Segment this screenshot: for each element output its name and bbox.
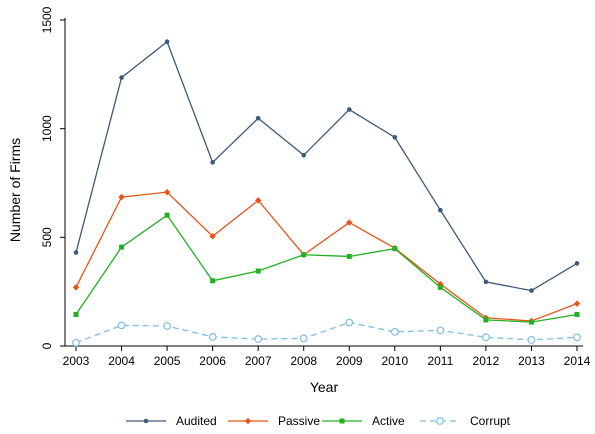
point-audited [392,135,398,140]
series-corrupt [72,318,581,347]
point-active [528,319,534,325]
legend-swatch-marker [244,417,252,425]
point-active [73,311,79,317]
point-audited [346,107,352,112]
point-active [164,212,170,218]
x-tick-label: 2006 [199,354,226,368]
point-active [301,252,307,258]
point-active [392,246,398,252]
point-audited [483,279,489,285]
series-audited [73,39,580,293]
point-corrupt [254,335,263,343]
point-active [574,311,580,317]
point-active [346,253,352,259]
point-corrupt [72,338,80,347]
legend-item-active: Active [322,414,405,428]
point-active [437,284,443,290]
legend-swatch-marker [339,418,345,424]
point-corrupt [436,326,445,335]
point-audited [210,160,215,165]
x-tick-label: 2007 [245,354,272,368]
point-corrupt [345,318,354,327]
point-passive [573,300,581,307]
point-corrupt [482,333,490,342]
point-corrupt [208,332,217,341]
legend-swatch-marker [436,417,444,425]
x-axis-title: Year [310,379,339,395]
point-audited [255,115,261,121]
y-tick-label: 500 [40,227,54,247]
series-line-active [75,214,578,323]
point-passive [118,193,125,201]
x-tick-label: 2011 [427,354,453,368]
legend-label-audited: Audited [176,414,217,428]
point-passive [254,197,262,204]
point-corrupt [573,333,581,342]
point-audited [119,75,124,80]
y-tick-label: 1000 [40,115,54,142]
axes: 0 500 1000 1500 2003 2004 2005 2006 2007 2008 2009… [40,6,591,368]
point-audited [164,39,170,45]
series-group [72,39,581,347]
y-axis-title: Number of Firms [7,138,23,242]
point-passive [72,284,80,291]
x-tick-label: 2009 [336,354,363,368]
x-tick-label: 2005 [154,354,181,368]
legend: Audited Passive Active Corrupt [126,414,511,428]
y-tick-label: 1500 [40,6,54,33]
point-corrupt [117,321,126,330]
x-tick-label: 2010 [381,354,408,368]
legend-item-audited: Audited [126,414,217,428]
point-active [210,278,216,284]
point-audited [529,288,534,293]
x-tick-label: 2004 [108,354,135,368]
x-tick-label: 2008 [290,354,317,368]
point-active [483,317,489,323]
point-audited [301,152,307,158]
x-tick-label: 2012 [473,354,500,368]
series-active [73,212,580,325]
point-active [255,268,261,274]
point-corrupt [299,334,308,343]
point-passive [346,219,353,226]
y-tick-label: 0 [40,342,54,349]
point-passive [163,188,171,196]
x-tick-label: 2013 [518,354,545,368]
series-line-passive [75,191,578,322]
series-passive [72,188,581,325]
x-tick-label: 2014 [564,354,591,368]
legend-label-corrupt: Corrupt [470,414,511,428]
point-audited [73,250,79,255]
point-corrupt [527,336,536,344]
point-audited [438,207,443,213]
series-line-audited [75,40,578,292]
legend-label-passive: Passive [278,414,320,428]
legend-item-corrupt: Corrupt [420,414,511,428]
point-corrupt [390,327,399,336]
point-audited [574,261,580,266]
x-tick-label: 2003 [63,354,90,368]
point-passive [209,233,216,240]
series-line-corrupt [75,321,578,344]
legend-swatch-marker [143,418,149,424]
legend-label-active: Active [372,414,405,428]
point-corrupt [163,322,171,330]
point-active [119,244,125,250]
legend-item-passive: Passive [228,414,320,428]
